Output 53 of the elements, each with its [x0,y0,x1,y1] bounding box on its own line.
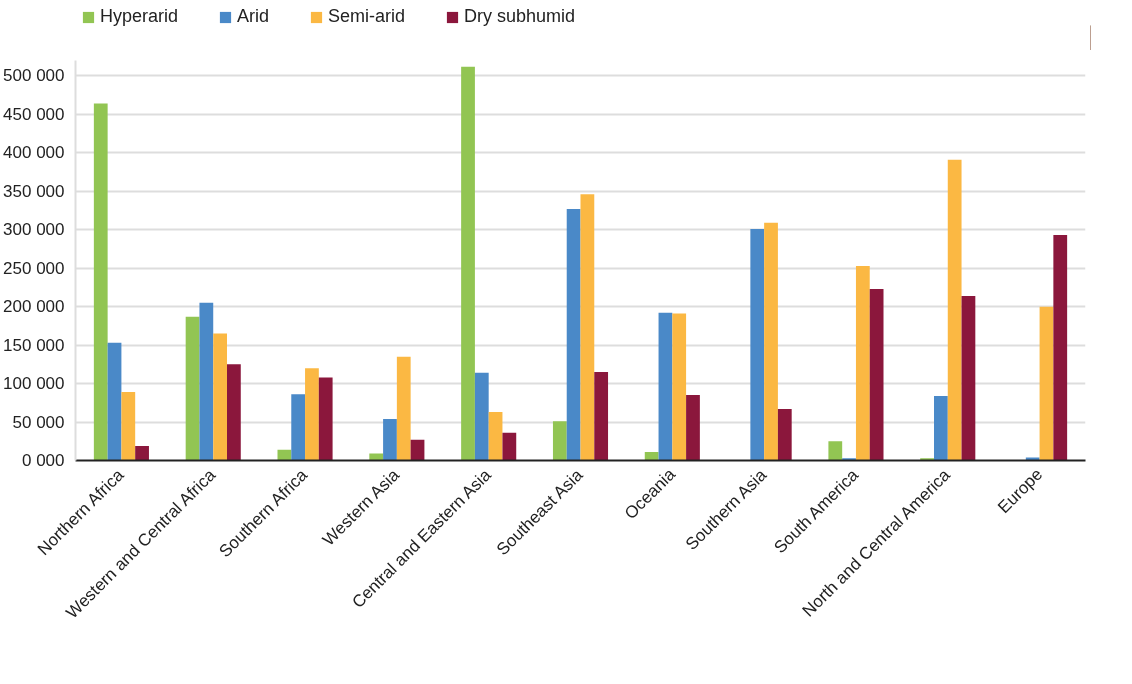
bar [869,288,884,461]
bar [461,66,475,461]
bar [777,408,792,461]
y-tick-label: 150 000 [3,335,65,355]
bar [121,392,136,461]
bar [934,395,948,461]
legend-label: Dry subhumid [464,6,576,27]
bar [474,372,489,461]
y-tick-label: 400 000 [3,143,65,163]
bar [291,394,306,461]
y-tick-label: 100 000 [3,374,65,394]
y-tick-label: 450 000 [3,104,65,124]
bar [107,342,122,461]
legend-label: Semi-arid [328,6,406,27]
bar [828,441,843,461]
bar [488,412,503,461]
y-tick-label: 50 000 [12,412,65,432]
bar [1039,306,1054,461]
bar [580,194,595,461]
bar [1053,235,1068,461]
bar [947,159,962,461]
bar [410,439,425,461]
bar [199,302,214,461]
bar [318,377,333,461]
bar [961,295,976,461]
y-tick-label: 300 000 [3,220,65,240]
legend-label: Arid [237,6,270,27]
bar [566,208,581,461]
legend-label: Hyperarid [100,6,179,27]
bar [644,452,659,461]
bar [93,103,108,461]
bar [396,356,411,461]
bar [1025,457,1040,461]
bar [213,333,227,461]
bar [502,432,517,461]
bar [750,228,765,461]
y-tick-label: 350 000 [3,181,65,201]
bar [227,364,241,461]
bar [305,368,319,461]
y-tick-label: 0 000 [21,451,65,470]
bar [764,222,778,461]
y-tick-label: 200 000 [3,297,65,317]
bar [185,316,200,461]
bar [383,418,397,461]
bar [686,395,700,461]
y-tick-label: 250 000 [3,258,65,278]
bar [672,313,687,461]
y-tick-label: 500 000 [3,66,65,86]
bar [594,372,609,461]
bar [135,445,149,461]
bar [658,312,673,461]
bar [855,265,870,461]
bar [552,421,567,461]
